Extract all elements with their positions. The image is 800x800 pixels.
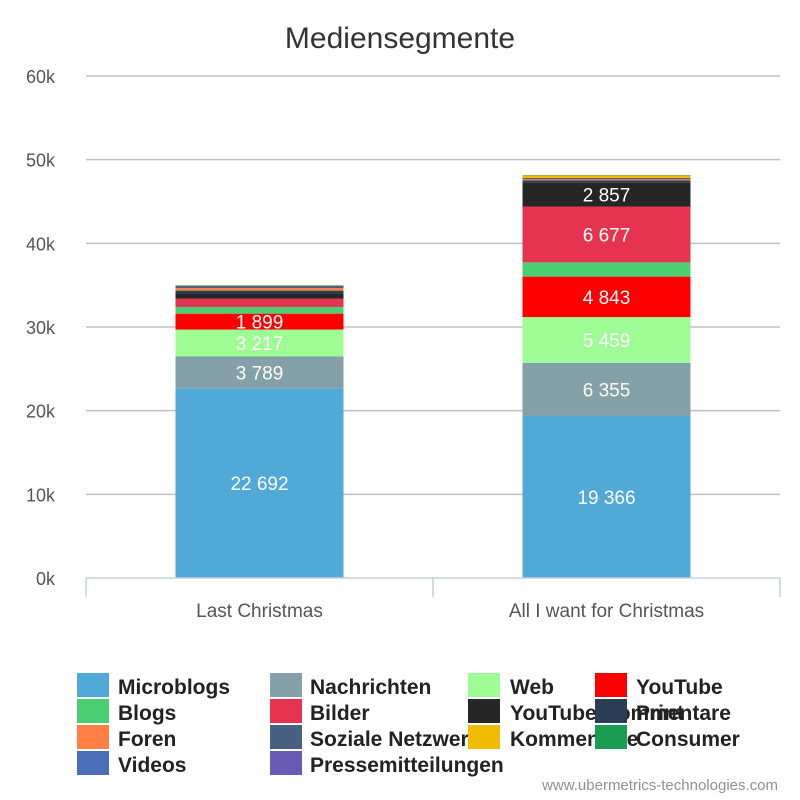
data-label: 4 843 — [583, 288, 631, 309]
bar-segment — [522, 206, 691, 263]
bar-segment — [522, 175, 691, 179]
y-tick-label: 40k — [26, 234, 56, 254]
bar-segment — [522, 178, 691, 180]
y-tick-label: 0k — [36, 569, 56, 589]
legend-swatch — [77, 751, 109, 775]
bar-segment — [522, 415, 691, 578]
x-axis — [85, 577, 781, 597]
legend: Microblogs Nachrichten Web YouTube Blogs Bild… — [77, 673, 740, 777]
data-label: 22 692 — [230, 474, 288, 495]
bar-segment — [175, 286, 344, 289]
legend-swatch — [468, 725, 500, 749]
legend-label: Pressemitteilungen — [310, 754, 504, 777]
data-label: 6 355 — [583, 380, 631, 401]
bar-segment — [175, 356, 344, 389]
legend-swatch — [77, 673, 109, 697]
legend-swatch — [270, 673, 302, 697]
bar-segment — [175, 306, 344, 314]
bar-segment — [522, 180, 691, 183]
bar-segment — [175, 388, 344, 578]
bar-segment — [522, 262, 691, 277]
x-tick-label: Last Christmas — [196, 601, 323, 622]
y-tick-label: 50k — [26, 151, 56, 171]
x-tick-label: All I want for Christmas — [509, 601, 704, 622]
legend-label: Bilder — [310, 702, 370, 725]
legend-swatch — [77, 699, 109, 723]
legend-swatch — [270, 725, 302, 749]
bar-segment — [175, 288, 344, 291]
data-label: 6 677 — [583, 225, 631, 246]
legend-label: Foren — [118, 728, 176, 751]
bar-segment — [522, 179, 691, 181]
legend-swatch — [595, 673, 627, 697]
data-label: 2 857 — [583, 186, 631, 207]
y-tick-label: 20k — [26, 402, 56, 422]
y-tick-label: 30k — [26, 318, 56, 338]
legend-swatch — [595, 699, 627, 723]
bar-segment — [175, 293, 344, 299]
y-axis-ticks: 0k 10k 20k 30k 40k 50k 60k — [26, 67, 56, 589]
legend-label: Web — [510, 676, 554, 699]
legend-swatch — [270, 699, 302, 723]
bars — [175, 175, 691, 578]
bar-segment — [175, 329, 344, 357]
x-axis-ticks: Last Christmas All I want for Christmas — [196, 601, 704, 622]
legend-swatch — [270, 751, 302, 775]
legend-label: Print — [636, 702, 684, 725]
legend-label: YouTube — [636, 676, 723, 699]
chart-title: Mediensegmente — [285, 22, 515, 55]
legend-swatch — [468, 673, 500, 697]
bar-segment — [522, 362, 691, 416]
y-tick-label: 60k — [26, 67, 56, 87]
data-label: 5 459 — [583, 331, 631, 352]
bar-segment — [522, 317, 691, 363]
data-label: 3 217 — [236, 334, 284, 355]
y-tick-label: 10k — [26, 485, 56, 505]
bar-segment — [522, 182, 691, 207]
bar-segment — [175, 298, 344, 307]
data-label: 3 789 — [236, 363, 284, 384]
legend-label: Blogs — [118, 702, 176, 725]
bar-segment — [522, 276, 691, 318]
credit-text: www.ubermetrics-technologies.com — [541, 777, 778, 794]
legend-label: Videos — [118, 754, 186, 777]
legend-swatch — [595, 725, 627, 749]
legend-swatch — [468, 699, 500, 723]
bar-segment — [175, 313, 344, 330]
legend-label: Soziale Netzwerke — [310, 728, 492, 751]
data-label: 1 899 — [236, 313, 284, 334]
legend-label: Nachrichten — [310, 676, 431, 699]
legend-label: Microblogs — [118, 676, 230, 699]
data-label: 19 366 — [577, 488, 635, 509]
legend-label: Consumer — [636, 728, 740, 751]
legend-swatch — [77, 725, 109, 749]
bar-segment — [175, 290, 344, 294]
